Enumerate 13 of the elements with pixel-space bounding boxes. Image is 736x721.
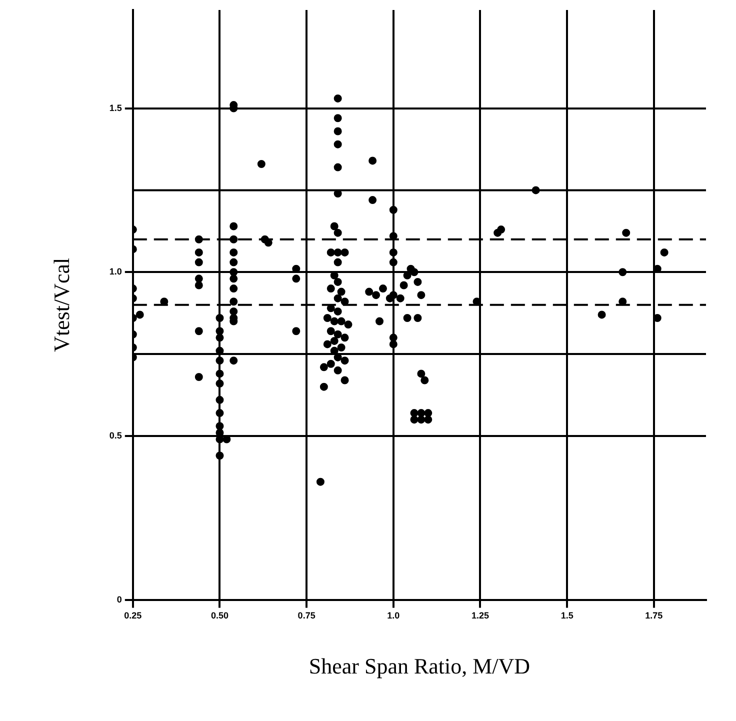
x-tick-label: 1.5 — [560, 610, 574, 621]
x-tick-label: 1.75 — [645, 610, 663, 621]
y-tick-label: 1.0 — [109, 266, 122, 277]
x-tick-label: 0.25 — [124, 610, 142, 621]
y-tick-label: 0 — [116, 594, 122, 604]
y-tick-label: 1.5 — [109, 102, 122, 113]
y-axis-title: Vtest/Vcal — [48, 258, 74, 352]
x-tick-label: 1.25 — [471, 610, 490, 621]
y-tick-label: 0.5 — [109, 430, 122, 440]
x-tick-label: 0.75 — [298, 610, 316, 621]
x-tick-label: 1.0 — [387, 610, 400, 621]
x-tick-label: 0.50 — [210, 610, 229, 621]
x-axis-title: Shear Span Ratio, M/VD — [308, 654, 530, 679]
